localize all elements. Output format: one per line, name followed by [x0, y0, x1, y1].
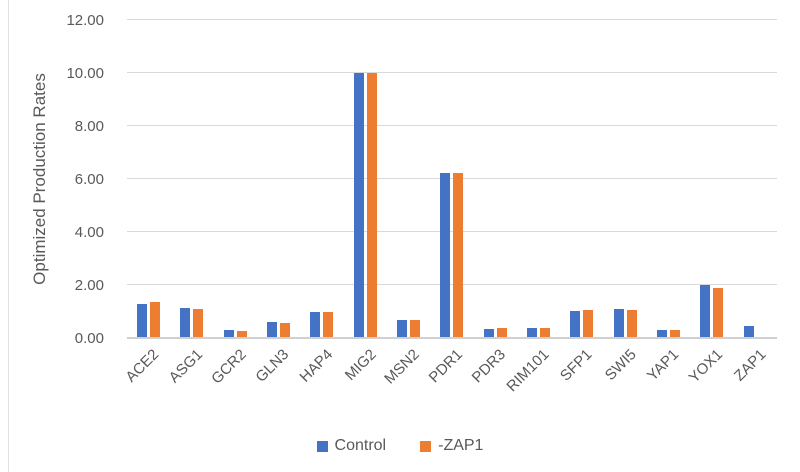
bar-zap1-ace2	[150, 302, 161, 338]
bar-control-msn2	[397, 319, 408, 338]
bar-control-pdr3	[483, 328, 494, 338]
gridline	[127, 125, 777, 127]
gridline	[127, 72, 777, 73]
bar-group	[560, 20, 603, 338]
bar-group	[517, 20, 560, 338]
bar-zap1-hap4	[323, 311, 334, 338]
y-axis-tick-label: 0.00	[74, 330, 104, 347]
bar-control-gcr2	[223, 329, 234, 338]
bar-group	[690, 20, 733, 338]
x-axis-label: MSN2	[381, 346, 423, 388]
x-axis-line	[127, 337, 777, 339]
bar-zap1-yox1	[713, 288, 724, 338]
bar-control-hap4	[310, 311, 321, 338]
bar-control-rim101	[527, 328, 538, 338]
x-axis-label: GLN3	[252, 346, 293, 386]
x-axis-label: ZAP1	[730, 346, 770, 385]
bar-group	[344, 20, 387, 338]
bar-control-gln3	[267, 322, 278, 338]
legend-swatch-zap1-icon	[420, 440, 432, 452]
legend-label-control: Control	[334, 437, 387, 454]
bar-group	[300, 20, 343, 338]
y-axis-tick-label: 2.00	[74, 277, 104, 294]
x-axis-label: MIG2	[341, 346, 380, 384]
legend-swatch-control-icon	[316, 440, 328, 452]
bar-control-pdr1	[440, 173, 451, 338]
bar-zap1-pdr1	[453, 172, 464, 338]
bar-group	[257, 20, 300, 338]
bar-control-zap1	[743, 325, 754, 338]
bar-group	[387, 20, 430, 338]
bar-control-yox1	[700, 285, 711, 338]
bar-zap1-yap1	[670, 329, 681, 338]
legend-item-zap1: -ZAP1	[420, 437, 483, 455]
x-axis-label: YOX1	[685, 346, 727, 387]
plot-area	[127, 19, 777, 339]
y-axis-tick-label: 6.00	[74, 171, 104, 188]
bar-zap1-swi5	[626, 309, 637, 338]
bar-zap1-rim101	[540, 328, 551, 338]
chart-left-border	[8, 0, 9, 472]
bar-group	[170, 20, 213, 338]
x-axis-labels: ACE2 ASG1 GCR2 GLN3 HAP4 MIG2 MSN2 PDR1 PDR3 RIM1…	[123, 338, 777, 418]
bar-zap1-gcr2	[236, 330, 247, 338]
x-axis-label: GCR2	[207, 346, 250, 388]
y-axis-tick-label: 12.00	[66, 12, 104, 29]
x-axis-label: PDR3	[469, 346, 510, 387]
bar-group	[474, 20, 517, 338]
x-axis-label: YAP1	[644, 346, 683, 385]
x-axis-label: ACE2	[122, 346, 163, 386]
bar-group	[604, 20, 647, 338]
bar-zap1-gln3	[280, 322, 291, 338]
bar-control-swi5	[613, 308, 624, 338]
legend-label-zap1: -ZAP1	[438, 437, 484, 454]
bar-group	[647, 20, 690, 338]
y-axis-tick-label: 8.00	[74, 118, 104, 135]
gridline	[127, 231, 777, 233]
x-axis-label: HAP4	[296, 346, 337, 386]
bar-group	[214, 20, 257, 338]
bar-zap1-sfp1	[583, 310, 594, 338]
bar-group	[734, 20, 777, 338]
legend: Control -ZAP1	[0, 437, 800, 455]
y-axis-tick-label: 10.00	[66, 65, 104, 82]
bar-control-mig2	[353, 73, 364, 338]
bar-zap1-msn2	[410, 320, 421, 338]
bar-zap1-asg1	[193, 308, 204, 338]
x-axis-label: RIM101	[503, 346, 553, 396]
bar-control-ace2	[137, 304, 148, 338]
y-axis-tick-label: 4.00	[74, 224, 104, 241]
x-axis-label: SWI5	[601, 346, 640, 384]
bar-groups	[127, 20, 777, 338]
bar-group	[127, 20, 170, 338]
bar-zap1-mig2	[366, 73, 377, 338]
gridline	[127, 19, 777, 20]
x-axis-label: PDR1	[425, 346, 467, 387]
legend-item-control: Control	[316, 437, 387, 455]
x-axis-label: SFP1	[557, 346, 597, 385]
x-axis-label: ASG1	[165, 346, 207, 387]
gridline	[127, 178, 777, 179]
gridline	[127, 284, 777, 286]
bar-control-asg1	[180, 308, 191, 338]
bar-control-sfp1	[570, 310, 581, 338]
bar-zap1-pdr3	[496, 327, 507, 338]
bar-group	[430, 20, 473, 338]
bar-control-yap1	[657, 329, 668, 338]
